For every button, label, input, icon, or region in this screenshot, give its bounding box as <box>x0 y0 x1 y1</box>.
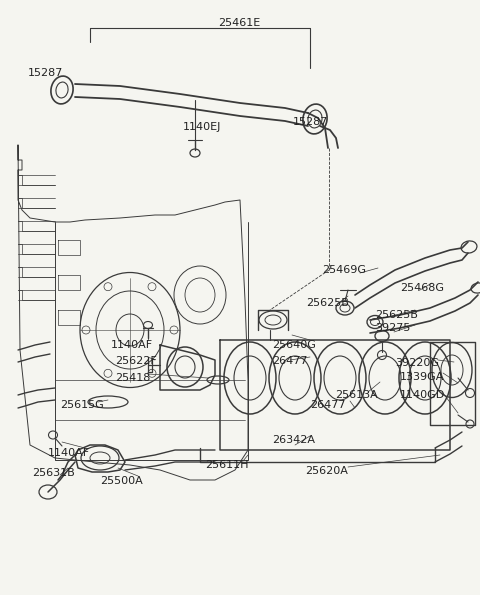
Text: 25640G: 25640G <box>272 340 316 350</box>
Text: 26342A: 26342A <box>272 435 315 445</box>
Text: 1140AF: 1140AF <box>48 448 90 458</box>
Text: 26477: 26477 <box>310 400 346 410</box>
Text: 26477: 26477 <box>272 356 308 366</box>
Text: 25625B: 25625B <box>375 310 418 320</box>
Text: 25625B: 25625B <box>306 298 349 308</box>
Text: 1140EJ: 1140EJ <box>183 122 221 132</box>
Text: 25611H: 25611H <box>205 460 249 470</box>
Text: 1140AF: 1140AF <box>111 340 153 350</box>
Text: 25500A: 25500A <box>100 476 143 486</box>
Text: 25615G: 25615G <box>60 400 104 410</box>
Text: 25631B: 25631B <box>32 468 75 478</box>
Text: 25418: 25418 <box>115 373 150 383</box>
Text: 1339GA: 1339GA <box>400 372 444 382</box>
Text: 25620A: 25620A <box>305 466 348 476</box>
Text: 25461E: 25461E <box>218 18 260 28</box>
Text: 25613A: 25613A <box>335 390 378 400</box>
Text: 25469G: 25469G <box>322 265 366 275</box>
Text: 25468G: 25468G <box>400 283 444 293</box>
Text: 25622F: 25622F <box>115 356 157 366</box>
Text: 15287: 15287 <box>28 68 63 78</box>
Text: 15287: 15287 <box>293 117 328 127</box>
Text: 39275: 39275 <box>375 323 410 333</box>
Text: 39220G: 39220G <box>395 358 439 368</box>
Text: 1140GD: 1140GD <box>400 390 445 400</box>
